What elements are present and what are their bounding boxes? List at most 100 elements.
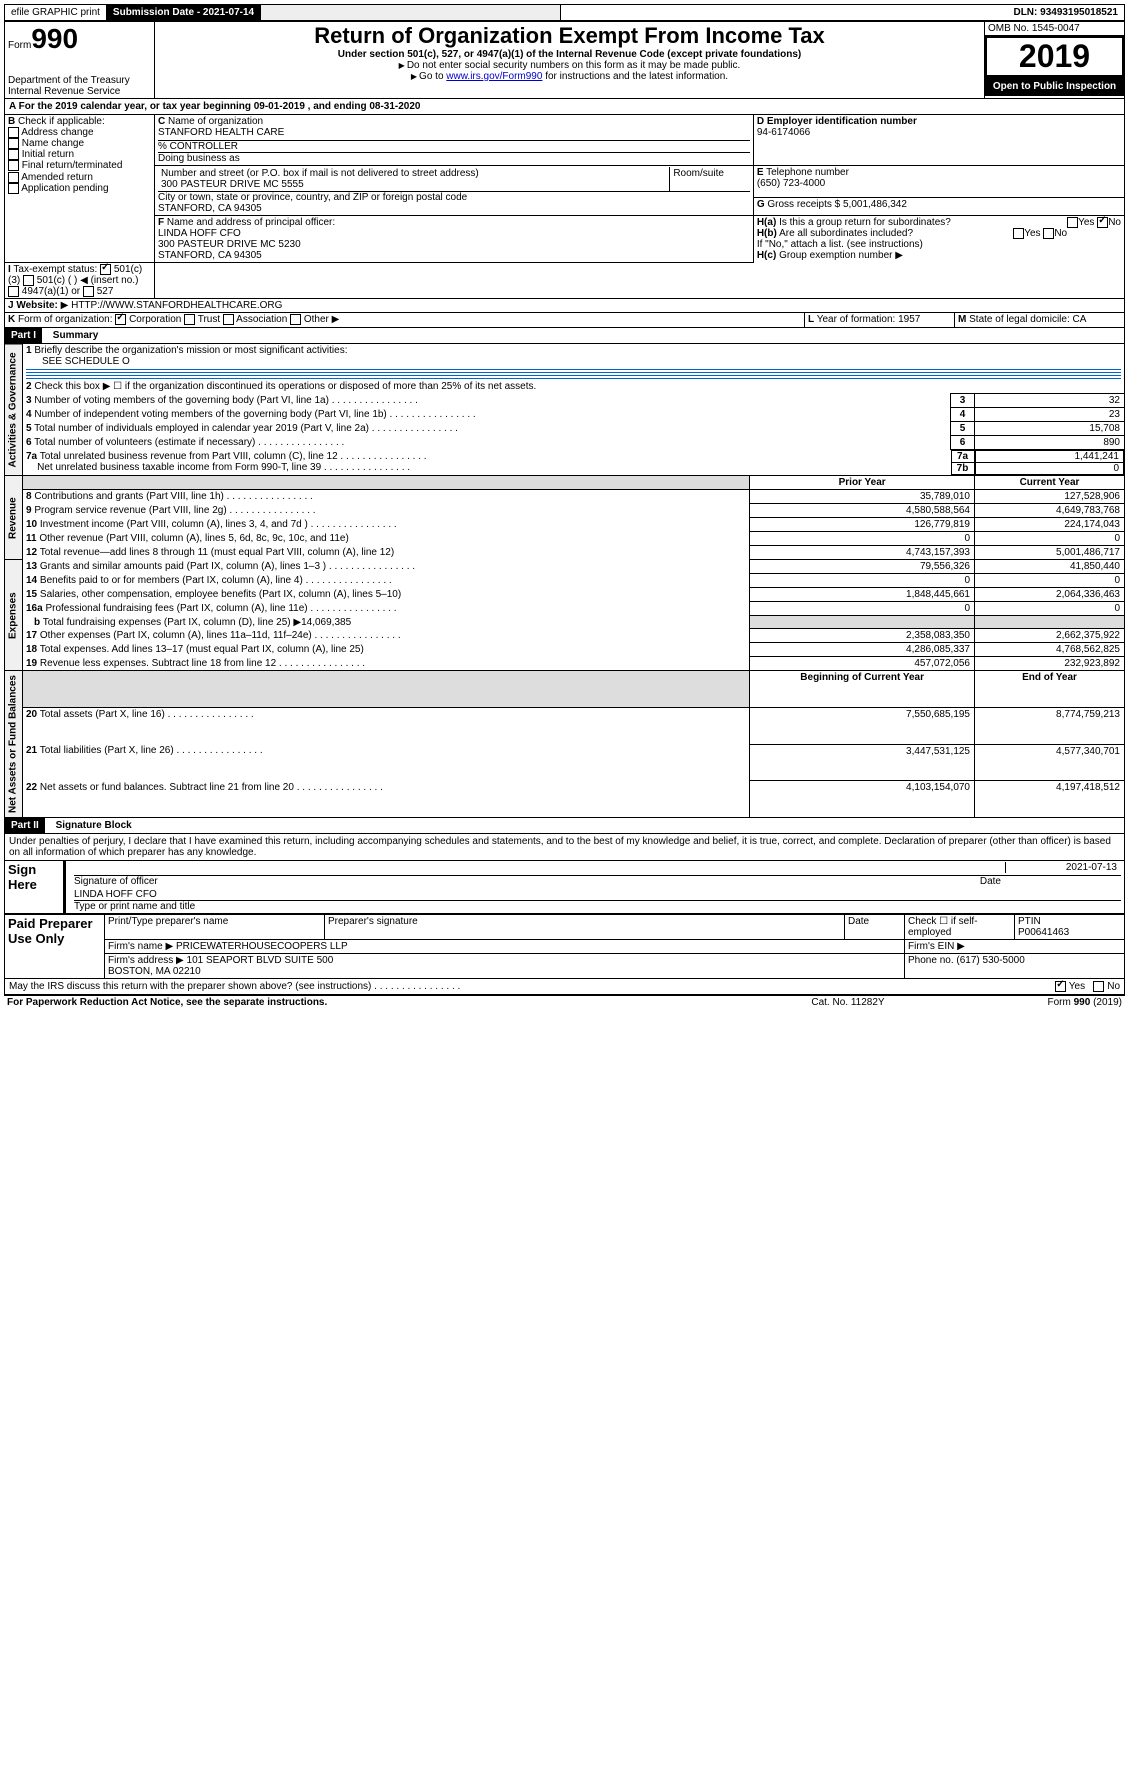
omb-number: OMB No. 1545-0047 bbox=[988, 23, 1121, 34]
paid-preparer-label: Paid Preparer Use Only bbox=[5, 915, 105, 979]
l4b: 4 bbox=[951, 408, 975, 422]
assoc-label: Association bbox=[236, 315, 287, 326]
footer-form: 990 bbox=[1074, 997, 1091, 1008]
r8t: Contributions and grants (Part VIII, lin… bbox=[34, 491, 312, 502]
other-label: Other bbox=[304, 315, 329, 326]
l3v: 32 bbox=[975, 394, 1125, 408]
line1-val: SEE SCHEDULE O bbox=[26, 356, 130, 367]
initial-return-label: Initial return bbox=[22, 149, 74, 160]
discuss-yes[interactable] bbox=[1055, 981, 1066, 992]
l7bb: 7b bbox=[951, 463, 975, 475]
assoc-check[interactable] bbox=[223, 314, 234, 325]
ha-no[interactable] bbox=[1097, 217, 1108, 228]
e18p: 4,286,085,337 bbox=[750, 643, 975, 657]
e17n: 17 bbox=[26, 630, 37, 641]
r8n: 8 bbox=[26, 491, 32, 502]
l4t: Number of independent voting members of … bbox=[34, 409, 475, 420]
trust-check[interactable] bbox=[184, 314, 195, 325]
city-label: City or town, state or province, country… bbox=[158, 192, 467, 203]
phone-label: Telephone number bbox=[766, 167, 849, 178]
tax-period-line: A For the 2019 calendar year, or tax yea… bbox=[4, 99, 1125, 115]
city-val: STANFORD, CA 94305 bbox=[158, 203, 262, 214]
firm-ein-label: Firm's EIN bbox=[908, 941, 954, 952]
corp-check[interactable] bbox=[115, 314, 126, 325]
irs-link[interactable]: www.irs.gov/Form990 bbox=[446, 71, 542, 82]
l5t: Total number of individuals employed in … bbox=[34, 423, 458, 434]
boxb-label: Check if applicable: bbox=[18, 116, 105, 127]
r9c: 4,649,783,768 bbox=[975, 504, 1125, 518]
firm-name-val: PRICEWATERHOUSECOOPERS LLP bbox=[176, 941, 348, 952]
e16ap: 0 bbox=[750, 602, 975, 616]
part1-header: Part I bbox=[5, 328, 42, 343]
527-check[interactable] bbox=[83, 286, 94, 297]
corp-label: Corporation bbox=[129, 315, 181, 326]
e18c: 4,768,562,825 bbox=[975, 643, 1125, 657]
501c-label: 501(c) ( ) ◀ (insert no.) bbox=[37, 275, 139, 286]
discuss-no[interactable] bbox=[1093, 981, 1104, 992]
open-public-badge: Open to Public Inspection bbox=[985, 77, 1124, 96]
final-return-check[interactable] bbox=[8, 160, 19, 171]
n20c: 8,774,759,213 bbox=[975, 707, 1125, 744]
e19c: 232,923,892 bbox=[975, 657, 1125, 671]
hc-label: Group exemption number bbox=[779, 250, 892, 261]
ptin-val: P00641463 bbox=[1018, 927, 1069, 938]
e16an: 16a bbox=[26, 603, 43, 614]
n22n: 22 bbox=[26, 782, 37, 793]
amended-check[interactable] bbox=[8, 172, 19, 183]
officer-addr2: STANFORD, CA 94305 bbox=[158, 250, 262, 261]
line1-text: Briefly describe the organization's miss… bbox=[34, 345, 347, 356]
e19t: Revenue less expenses. Subtract line 18 … bbox=[40, 658, 365, 669]
n21n: 21 bbox=[26, 745, 37, 756]
e13t: Grants and similar amounts paid (Part IX… bbox=[40, 561, 415, 572]
addr-val: 300 PASTEUR DRIVE MC 5555 bbox=[161, 179, 304, 190]
blank-button[interactable] bbox=[261, 5, 561, 20]
addr-change-check[interactable] bbox=[8, 127, 19, 138]
501c-check[interactable] bbox=[23, 275, 34, 286]
gross-val: 5,001,486,342 bbox=[843, 199, 907, 210]
addr-change-label: Address change bbox=[21, 127, 93, 138]
ptin-label: PTIN bbox=[1018, 916, 1041, 927]
r12t: Total revenue—add lines 8 through 11 (mu… bbox=[40, 547, 394, 558]
prep-date-label: Date bbox=[845, 915, 905, 940]
officer-name: LINDA HOFF CFO bbox=[158, 228, 241, 239]
l6b: 6 bbox=[951, 436, 975, 450]
initial-return-check[interactable] bbox=[8, 149, 19, 160]
501c3-check[interactable] bbox=[100, 264, 111, 275]
l3t: Number of voting members of the governin… bbox=[34, 395, 418, 406]
type-name-label: Type or print name and title bbox=[74, 901, 195, 912]
part1-title: Summary bbox=[45, 330, 99, 341]
dba-label: Doing business as bbox=[158, 153, 240, 164]
l5v: 15,708 bbox=[975, 422, 1125, 436]
goto-note-pre: Go to bbox=[411, 71, 446, 82]
hb-no[interactable] bbox=[1043, 228, 1054, 239]
r11p: 0 bbox=[750, 532, 975, 546]
ha-yes[interactable] bbox=[1067, 217, 1078, 228]
hb-yes[interactable] bbox=[1013, 228, 1024, 239]
taxexempt-label: Tax-exempt status: bbox=[13, 264, 97, 275]
e15n: 15 bbox=[26, 589, 37, 600]
app-pending-check[interactable] bbox=[8, 183, 19, 194]
e16bc bbox=[975, 616, 1125, 629]
l7av: 1,441,241 bbox=[975, 450, 1125, 463]
room-label: Room/suite bbox=[673, 168, 724, 179]
l5n: 5 bbox=[26, 423, 32, 434]
e17t: Other expenses (Part IX, column (A), lin… bbox=[40, 630, 401, 641]
tax-year: 2019 bbox=[985, 36, 1124, 77]
n20n: 20 bbox=[26, 709, 37, 720]
e19p: 457,072,056 bbox=[750, 657, 975, 671]
other-check[interactable] bbox=[290, 314, 301, 325]
n21c: 4,577,340,701 bbox=[975, 744, 1125, 781]
l7at: Total unrelated business revenue from Pa… bbox=[40, 451, 427, 462]
final-return-label: Final return/terminated bbox=[22, 161, 123, 172]
r11n: 11 bbox=[26, 533, 37, 544]
r9p: 4,580,588,564 bbox=[750, 504, 975, 518]
4947-check[interactable] bbox=[8, 286, 19, 297]
begin-year-header: Beginning of Current Year bbox=[750, 671, 975, 708]
n22c: 4,197,418,512 bbox=[975, 781, 1125, 818]
revenue-label: Revenue bbox=[7, 497, 18, 539]
trust-label: Trust bbox=[198, 315, 220, 326]
name-change-check[interactable] bbox=[8, 138, 19, 149]
e15t: Salaries, other compensation, employee b… bbox=[40, 589, 401, 600]
r11t: Other revenue (Part VIII, column (A), li… bbox=[39, 533, 348, 544]
submission-date-button[interactable]: Submission Date - 2021-07-14 bbox=[107, 5, 261, 20]
